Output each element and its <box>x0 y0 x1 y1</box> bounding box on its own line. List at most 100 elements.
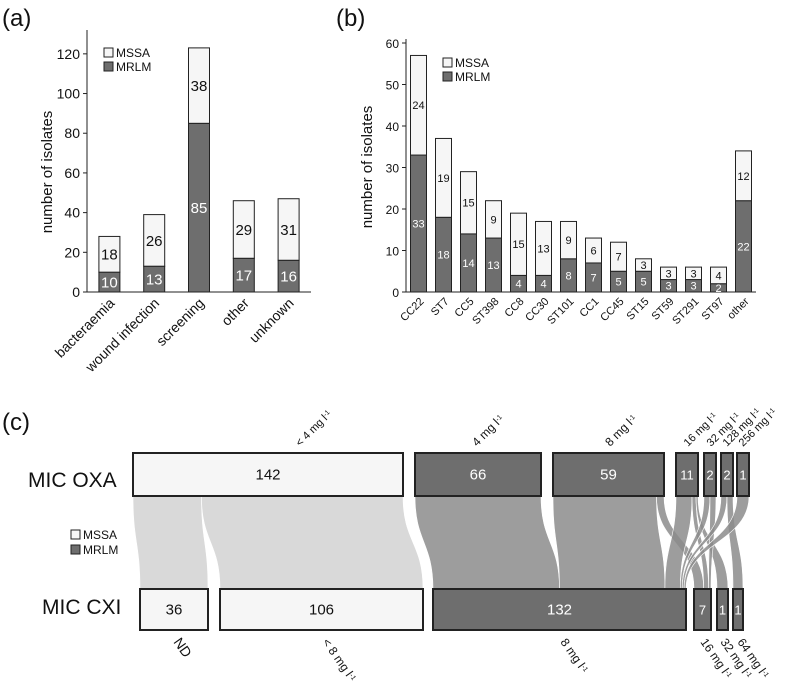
b-value-mrlm: 22 <box>737 241 749 253</box>
a-category-label: screening <box>153 295 207 349</box>
a-y-tick-label: 60 <box>64 165 80 181</box>
cxi-node-c1 <box>219 588 424 631</box>
panel-label-b: (b) <box>336 5 365 32</box>
oxa-node-value: 11 <box>680 468 694 483</box>
b-category-label: CC45 <box>598 296 626 324</box>
b-value-mrlm: 33 <box>412 218 424 230</box>
a-category-label: other <box>218 295 252 329</box>
b-category-label: ST398 <box>470 296 501 327</box>
a-value-mssa: 31 <box>280 222 297 239</box>
b-value-mssa: 4 <box>715 270 721 282</box>
sankey-flow-o1-c2 <box>414 495 560 590</box>
cxi-node-value: 1 <box>734 603 741 618</box>
b-bar-mssa-CC1 <box>585 237 602 264</box>
a-value-mrlm: 16 <box>280 269 297 286</box>
c-legend-swatch-mrlm <box>70 544 81 555</box>
b-bar-mssa-CC30 <box>535 220 552 276</box>
a-value-mssa: 26 <box>146 233 163 250</box>
b-category-label: ST97 <box>700 296 727 323</box>
a-y-tick-label: 100 <box>57 86 81 102</box>
cxi-node-c2 <box>432 588 687 631</box>
b-value-mrlm: 4 <box>515 279 521 291</box>
sankey-flow-o0-c1 <box>201 495 424 590</box>
b-value-mrlm: 2 <box>715 283 721 295</box>
b-value-mssa: 3 <box>640 260 646 272</box>
b-value-mrlm: 5 <box>615 277 621 289</box>
b-value-mssa: 7 <box>615 252 621 264</box>
a-value-mssa: 29 <box>235 222 252 239</box>
oxa-node-o1 <box>414 452 542 497</box>
b-y-tick-label: 60 <box>386 37 400 51</box>
a-y-tick-label: 0 <box>72 284 80 300</box>
a-value-mssa: 18 <box>101 247 118 264</box>
b-category-label: ST7 <box>429 296 452 319</box>
mic-cxi-label: MIC CXI <box>42 596 121 619</box>
b-bar-mssa-ST101 <box>560 220 577 260</box>
oxa-mic-label: < 4 mg l-1 <box>294 408 335 449</box>
b-bar-mssa-ST15 <box>635 258 652 272</box>
a-legend-swatch-mrlm <box>103 61 114 72</box>
b-bar-mssa-CC45 <box>610 241 627 272</box>
a-value-mrlm: 17 <box>235 268 252 285</box>
oxa-node-o0 <box>132 452 404 497</box>
sankey-flow-o2-c2 <box>552 495 666 590</box>
b-bar-mssa-CC22 <box>410 54 427 156</box>
b-bar-mssa-other <box>735 150 752 202</box>
cxi-node-c3 <box>693 588 712 631</box>
a-bar-mssa-screening <box>188 47 210 124</box>
c-legend-label-mssa: MSSA <box>83 528 117 542</box>
b-value-mrlm: 5 <box>640 277 646 289</box>
panel-a-chart: number of isolates 0204060801001201018ba… <box>39 30 311 376</box>
b-bar-mssa-ST7 <box>435 137 452 218</box>
oxa-node-o6 <box>736 452 750 497</box>
panel-c-sankey: MIC OXA MIC CXI 142 66 59 11 2 2 136 106 132 7 1 1<… <box>28 407 776 682</box>
c-legend-swatch-mssa <box>70 529 81 540</box>
cxi-node-value: 36 <box>166 602 183 619</box>
b-category-label: ST291 <box>670 296 701 327</box>
cxi-node-value: 7 <box>699 603 706 618</box>
c-legend-label-mrlm: MRLM <box>83 543 118 557</box>
b-bar-mssa-ST59 <box>660 266 677 281</box>
a-legend-label-mssa: MSSA <box>116 46 150 60</box>
a-y-tick-label: 120 <box>57 46 81 62</box>
b-value-mssa: 9 <box>490 214 496 226</box>
b-value-mrlm: 3 <box>665 281 671 293</box>
b-value-mrlm: 3 <box>690 281 696 293</box>
a-y-tick-label: 40 <box>64 205 80 221</box>
a-bar-mssa-wound infection <box>143 214 166 267</box>
b-value-mssa: 3 <box>690 268 696 280</box>
b-value-mrlm: 14 <box>462 258 474 270</box>
b-category-label: ST101 <box>545 296 576 327</box>
b-value-mssa: 12 <box>737 171 749 183</box>
b-value-mrlm: 4 <box>540 279 546 291</box>
a-legend-swatch-mssa <box>103 47 114 58</box>
panel-b-ylabel: number of isolates <box>359 106 376 229</box>
oxa-node-o4 <box>703 452 717 497</box>
cxi-node-value: 132 <box>547 602 572 619</box>
sankey-flow-o0-c0 <box>132 495 209 590</box>
b-category-label: CC22 <box>398 296 426 324</box>
panel-b-chart: number of isolates 01020304050603324CC22… <box>359 37 756 327</box>
oxa-node-o5 <box>720 452 734 497</box>
b-value-mssa: 19 <box>437 173 449 185</box>
b-y-tick-label: 0 <box>392 286 399 300</box>
cxi-node-c4 <box>716 588 729 631</box>
b-bar-mssa-ST291 <box>685 266 702 281</box>
panel-label-c: (c) <box>2 409 30 436</box>
oxa-node-o2 <box>552 452 665 497</box>
b-y-tick-label: 50 <box>386 79 400 93</box>
oxa-node-o3 <box>675 452 699 497</box>
b-value-mssa: 13 <box>537 243 549 255</box>
a-value-mrlm: 13 <box>146 272 163 289</box>
a-y-tick-label: 20 <box>64 244 80 260</box>
b-value-mssa: 9 <box>565 235 571 247</box>
oxa-node-value: 2 <box>706 468 713 483</box>
b-value-mrlm: 8 <box>565 270 571 282</box>
b-value-mssa: 15 <box>462 198 474 210</box>
a-value-mrlm: 85 <box>191 200 208 217</box>
cxi-node-value: 106 <box>309 602 334 619</box>
a-bar-mssa-bacteraemia <box>98 235 121 273</box>
panel-a-ylabel: number of isolates <box>39 111 56 234</box>
mic-oxa-label: MIC OXA <box>28 469 117 492</box>
